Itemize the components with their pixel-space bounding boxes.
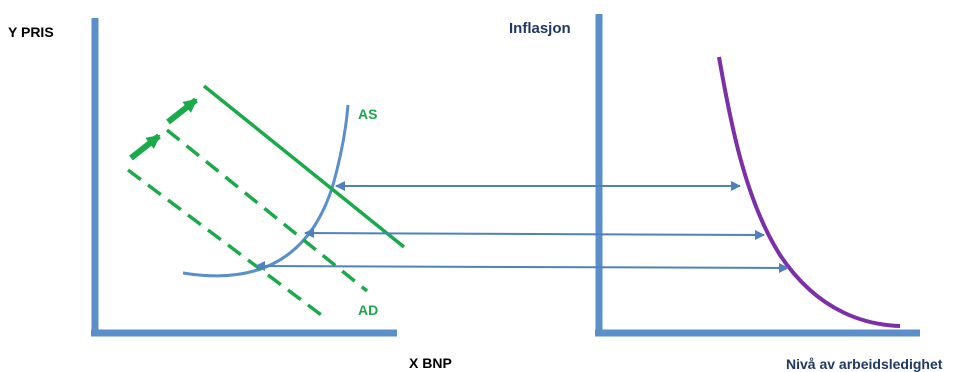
as-label: AS bbox=[358, 106, 377, 122]
right-x-axis-label: Nivå av arbeidsledighet bbox=[786, 356, 943, 372]
left-x-axis-label: X BNP bbox=[409, 355, 452, 371]
left-axes bbox=[91, 18, 397, 337]
phillips-curve bbox=[717, 56, 901, 328]
ad-curve-dashed-original bbox=[126, 168, 330, 322]
left-y-axis-label: Y PRIS bbox=[8, 24, 54, 40]
connector-arrows bbox=[255, 181, 789, 273]
connector-arrow-middle bbox=[304, 228, 765, 240]
ad-shift-arrows bbox=[129, 97, 198, 161]
right-y-axis-label: Inflasjon bbox=[509, 20, 571, 37]
connector-arrow-bottom bbox=[255, 261, 789, 273]
as-curve bbox=[182, 104, 350, 278]
ad-curve-shifted bbox=[202, 84, 406, 249]
right-axes bbox=[595, 14, 920, 337]
ad-shift-arrow-upper bbox=[166, 97, 198, 125]
ad-shift-arrow-lower bbox=[129, 133, 161, 161]
ad-label: AD bbox=[358, 302, 378, 318]
